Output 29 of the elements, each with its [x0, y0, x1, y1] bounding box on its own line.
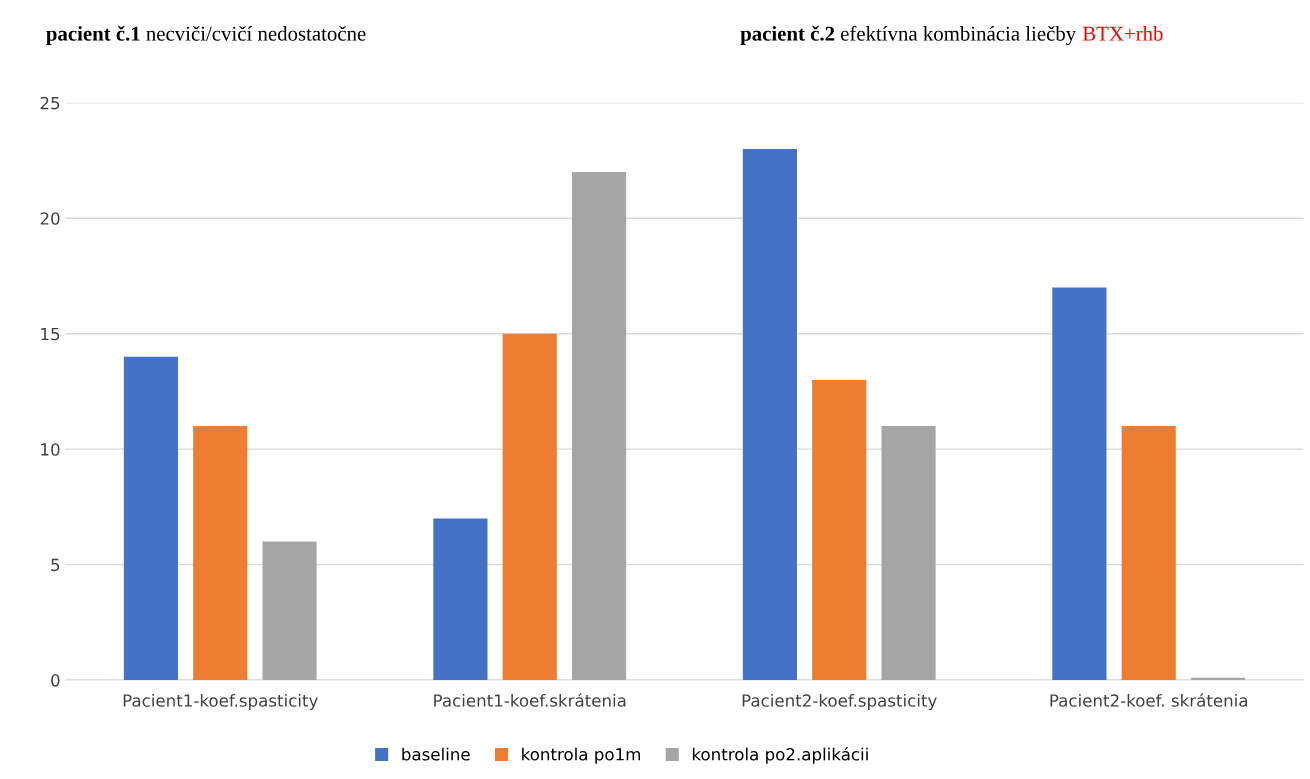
bar [502, 333, 557, 681]
legend-label: kontrola po2.aplikácii [692, 747, 868, 764]
x-tick-label: Pacient2-koef. skrátenia [1050, 693, 1248, 707]
text: pacient č.1 [46, 25, 140, 45]
y-tick-label: 25 [40, 96, 60, 110]
x-tick-label: Pacient1-koef.skrátenia [434, 693, 626, 707]
x-tick-label: Pacient1-koef.spasticity [123, 693, 318, 711]
bar [881, 426, 936, 681]
bar [812, 379, 867, 681]
text: BTX+rhb [1082, 26, 1163, 41]
bar [193, 426, 248, 681]
y-tick-label: 10 [41, 443, 60, 456]
bar [571, 172, 627, 681]
legend-label: kontrola po1m [522, 747, 641, 764]
bar [742, 149, 797, 681]
bar [123, 356, 178, 681]
x-tick-label: Pacient2-koef.spasticity [742, 693, 937, 711]
bar [433, 518, 488, 681]
y-tick-label: 0 [51, 674, 60, 687]
bar [1121, 426, 1176, 681]
bar [1052, 287, 1107, 681]
bar [262, 541, 317, 681]
y-tick-label: 15 [41, 327, 60, 341]
legend-label: baseline [402, 747, 470, 761]
y-tick-label: 5 [51, 558, 60, 572]
text: efektívna kombinácia liečby [840, 25, 1077, 45]
text: necviči/cvičí nedostatočne [146, 26, 366, 41]
y-tick-label: 20 [40, 212, 60, 225]
text: pacient č.2 [740, 25, 835, 45]
